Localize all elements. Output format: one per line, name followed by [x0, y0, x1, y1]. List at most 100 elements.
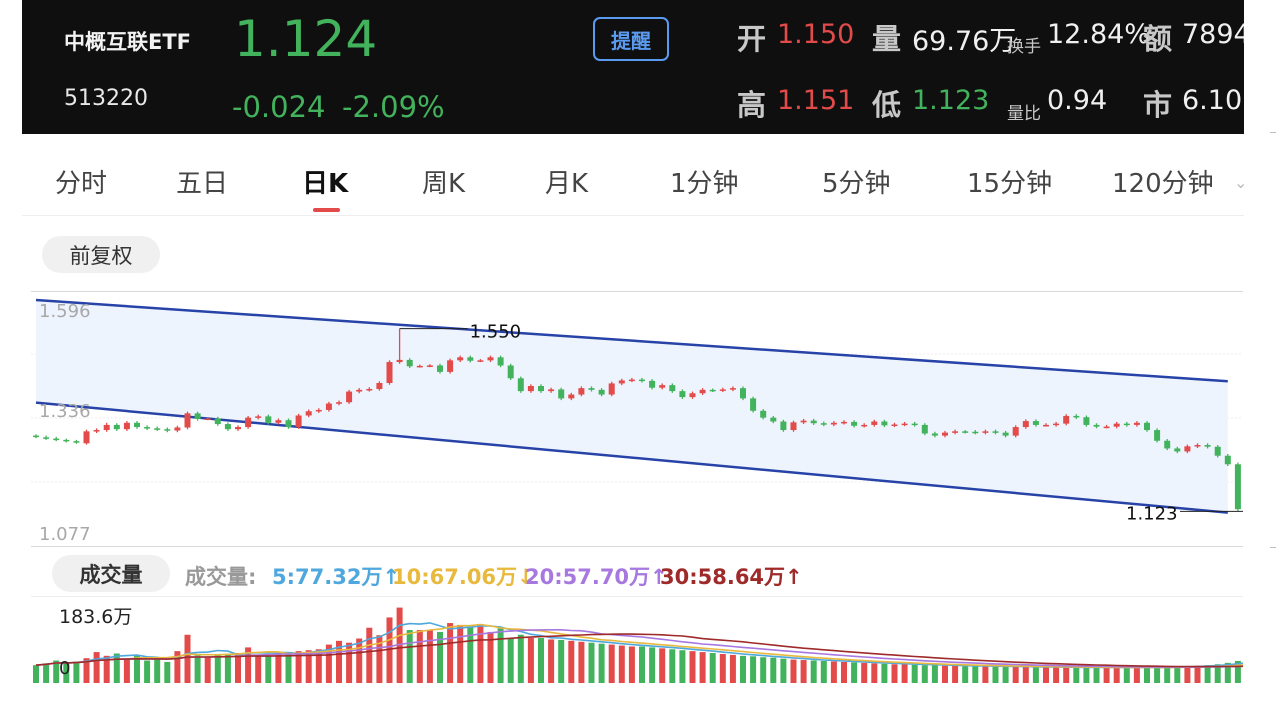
volume-bar	[325, 644, 332, 683]
candle	[689, 391, 696, 399]
volume-bar	[790, 659, 797, 683]
volume-bar	[245, 647, 252, 683]
candle	[992, 429, 999, 435]
volume-bar	[810, 660, 817, 683]
volume-bar	[992, 666, 999, 683]
quote-header: 中概互联ETF 513220 1.124 -0.024 -2.09% 提醒 开 …	[22, 0, 1244, 134]
volume-legend-title: 成交量:	[185, 565, 257, 589]
open-value: 1.150	[777, 19, 855, 50]
candle	[982, 429, 989, 435]
candle	[1022, 419, 1029, 429]
volume-chart[interactable]: 183.6万 0	[31, 596, 1243, 688]
right-gutter	[1244, 0, 1280, 715]
volume-bar	[588, 642, 595, 683]
candle	[861, 423, 868, 428]
candle	[336, 400, 342, 406]
candle	[154, 426, 161, 431]
channel-lower-line	[35, 401, 1228, 514]
market-cap-value: 6.10	[1182, 85, 1243, 116]
price-change: -0.024	[232, 90, 326, 124]
max-price-label: 1.550	[470, 322, 522, 343]
tab-weekly-k[interactable]: 周K	[422, 169, 466, 199]
candle	[1093, 423, 1100, 429]
gutter-tick	[1270, 547, 1276, 548]
tab-5-minute[interactable]: 5分钟	[822, 169, 891, 199]
volume-axis-max: 183.6万	[59, 606, 132, 628]
tab-1-minute[interactable]: 1分钟	[670, 169, 739, 199]
candle	[830, 421, 837, 427]
adjust-mode-button[interactable]: 前复权	[42, 236, 160, 273]
volume-bar	[639, 646, 645, 683]
volume-bar	[1012, 666, 1019, 683]
volume-ma5-value: 5:77.32万↑	[272, 565, 401, 589]
candle	[719, 387, 726, 392]
volume-bar	[578, 641, 585, 683]
candlestick-chart[interactable]: 1.550 1.123 1.596 1.336 1.077	[31, 291, 1243, 547]
volume-bar	[760, 657, 767, 683]
volume-bar	[144, 660, 151, 683]
candle	[921, 423, 928, 436]
volume-bar	[901, 664, 908, 683]
alert-button[interactable]: 提醒	[593, 17, 669, 61]
candle	[871, 419, 878, 427]
volume-bar	[184, 634, 191, 683]
tab-monthly-k[interactable]: 月K	[545, 169, 589, 199]
volume-bar	[447, 623, 454, 683]
chevron-down-icon[interactable]: ⌄	[1234, 173, 1248, 192]
candle	[780, 419, 787, 432]
volume-bar	[618, 645, 625, 683]
channel-fill	[36, 300, 1228, 513]
candle	[1234, 462, 1241, 511]
candle	[1043, 423, 1049, 427]
tab-15-minute[interactable]: 15分钟	[967, 169, 1053, 199]
min-price-label: 1.123	[1126, 503, 1178, 524]
candle	[618, 378, 625, 386]
volume-bar	[507, 638, 514, 683]
volume-bar	[1144, 667, 1150, 683]
candle	[538, 384, 544, 393]
volume-bar	[1093, 667, 1100, 683]
candle	[235, 425, 241, 431]
candle	[1053, 421, 1060, 427]
volume-bar	[1063, 667, 1070, 683]
volume-bar	[406, 630, 413, 683]
volume-bar	[861, 662, 868, 683]
volume-bar	[608, 644, 615, 683]
volume-bar	[881, 663, 888, 683]
volume-bar	[194, 655, 201, 683]
open-label: 开	[737, 22, 767, 56]
candle	[558, 387, 565, 401]
candle	[931, 431, 938, 438]
candle	[709, 388, 716, 392]
turnover-label: 换手	[1007, 37, 1041, 57]
candle	[548, 387, 555, 393]
candle	[891, 422, 898, 428]
volume-bar	[1073, 667, 1080, 683]
candle	[33, 434, 39, 439]
volume-bar	[103, 655, 110, 683]
low-value: 1.123	[912, 85, 990, 116]
volume-indicator-button[interactable]: 成交量	[52, 555, 170, 592]
candle	[275, 418, 282, 425]
tab-120-minute[interactable]: 120分钟	[1112, 169, 1214, 199]
candle	[346, 389, 353, 404]
candle	[245, 415, 252, 429]
volume-ma10-value: 10:67.06万↓	[392, 565, 535, 589]
candle	[911, 421, 918, 427]
turnover-value: 12.84%	[1047, 19, 1150, 50]
candle	[639, 377, 645, 383]
volume-bar	[255, 654, 262, 683]
volume-bar	[426, 629, 433, 683]
volume-bar	[841, 661, 847, 683]
candle	[568, 392, 575, 401]
high-value: 1.151	[777, 85, 855, 116]
tab-intraday[interactable]: 分时	[55, 169, 108, 199]
candle	[265, 414, 272, 425]
tab-daily-k[interactable]: 日K	[302, 169, 349, 199]
candle	[810, 418, 817, 425]
candle	[325, 401, 332, 412]
tab-five-day[interactable]: 五日	[176, 169, 229, 199]
volume-bar	[548, 639, 555, 683]
volume-bar	[942, 665, 948, 683]
candle	[224, 422, 231, 431]
